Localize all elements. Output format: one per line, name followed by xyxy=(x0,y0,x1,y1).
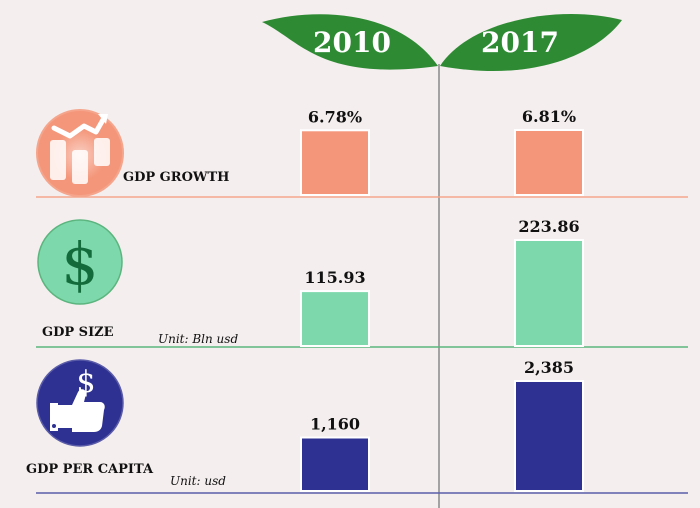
bar-growth-2010 xyxy=(300,129,370,196)
unit-size: Unit: Bln usd xyxy=(158,332,238,346)
leaf-2017 xyxy=(440,13,622,72)
bar-percapita-2010 xyxy=(300,436,370,493)
value-label-growth-2017: 6.81% xyxy=(522,107,576,126)
thumbs-up-dollar-icon: $ xyxy=(36,359,124,447)
value-label-percapita-2017: 2,385 xyxy=(524,358,574,377)
bar-size-2017 xyxy=(514,239,584,347)
svg-text:$: $ xyxy=(62,230,99,298)
bar-percapita-2017 xyxy=(514,380,584,492)
growth-chart-icon xyxy=(36,109,124,197)
bar-size-2010 xyxy=(300,290,370,347)
leaf-2010 xyxy=(262,14,438,70)
row-label-growth: GDP GROWTH xyxy=(123,170,229,185)
year-label-2010: 2010 xyxy=(313,26,391,59)
bar-growth-2017 xyxy=(514,129,584,196)
value-label-size-2010: 115.93 xyxy=(304,268,365,287)
value-label-percapita-2010: 1,160 xyxy=(310,414,360,433)
row-label-size: GDP SIZE xyxy=(42,325,114,340)
value-label-growth-2010: 6.78% xyxy=(308,107,362,126)
dollar-icon: $ xyxy=(37,219,123,305)
year-label-2017: 2017 xyxy=(481,26,559,59)
unit-percapita: Unit: usd xyxy=(170,474,226,488)
value-label-size-2017: 223.86 xyxy=(518,217,579,236)
row-label-percapita: GDP PER CAPITA xyxy=(26,462,154,477)
